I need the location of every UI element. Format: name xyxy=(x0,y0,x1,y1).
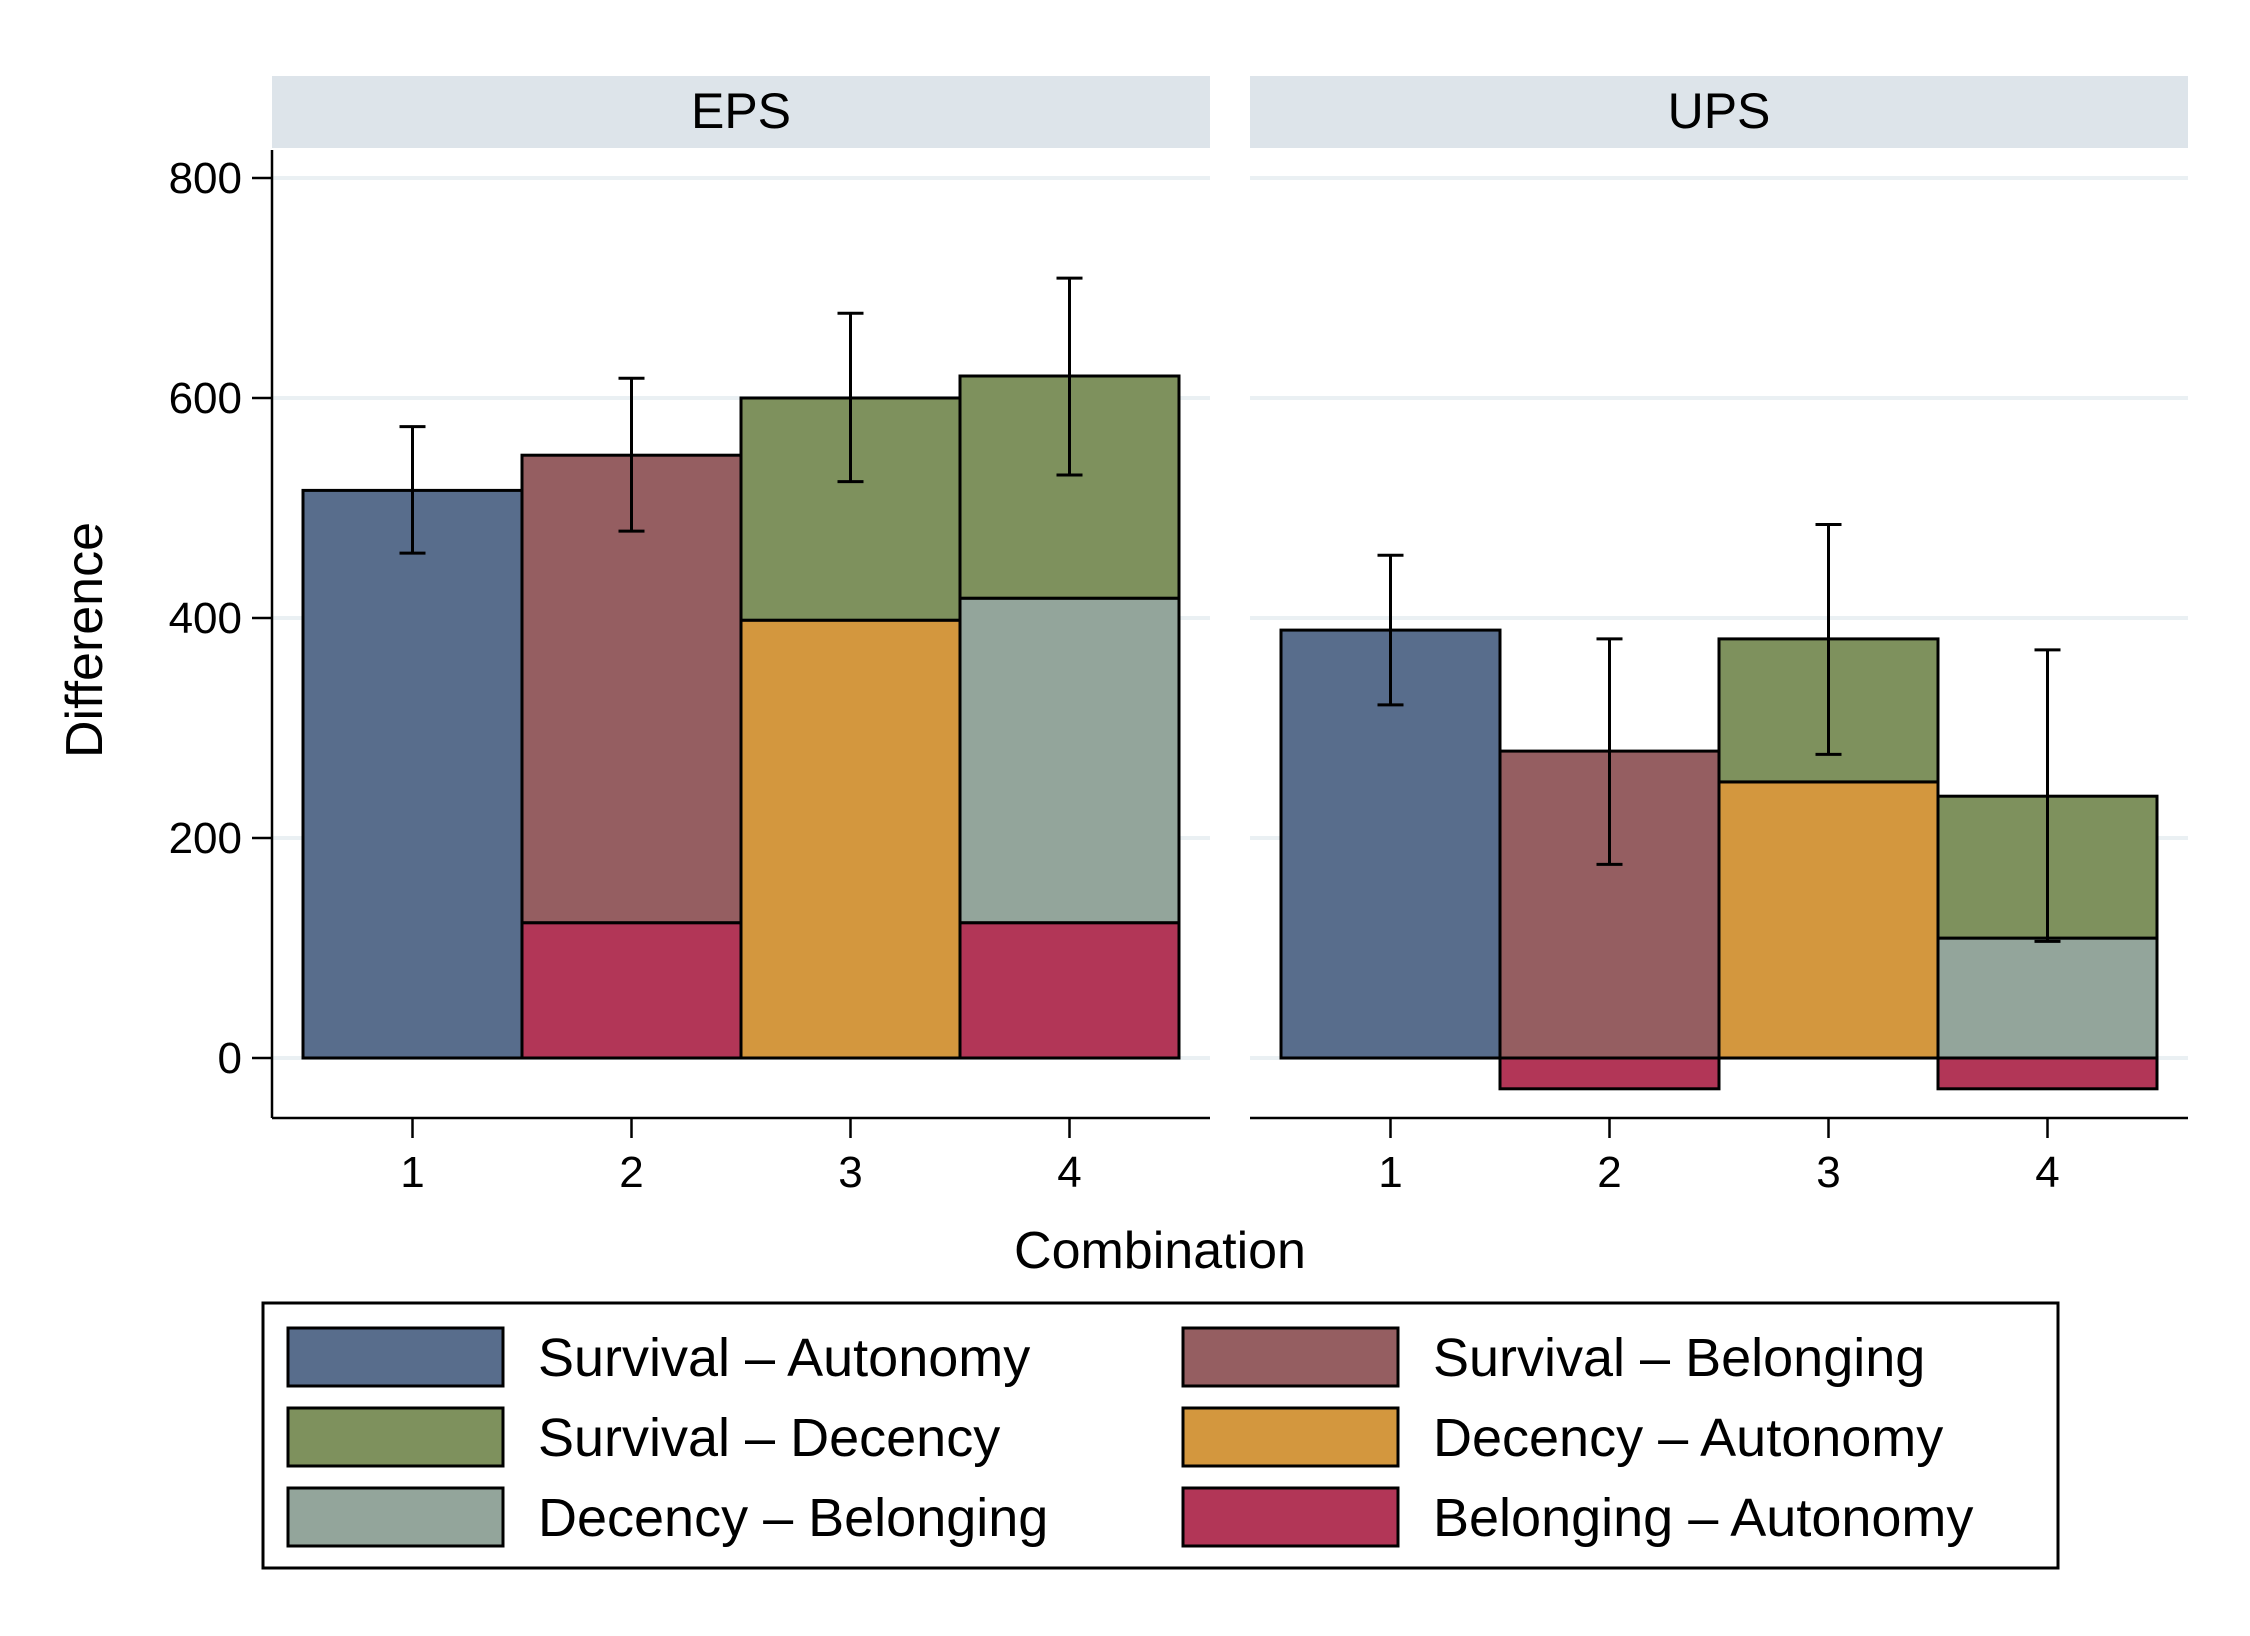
legend-item: Survival – Belonging xyxy=(1181,1326,1925,1388)
x-tick-label: 4 xyxy=(1057,1148,1081,1197)
bar-segment xyxy=(958,921,1181,1060)
y-tick-label: 400 xyxy=(169,594,242,643)
legend-swatch xyxy=(1181,1406,1400,1468)
bar-segment xyxy=(1717,780,1940,1060)
legend-item: Decency – Autonomy xyxy=(1181,1406,1943,1468)
x-tick-label: 1 xyxy=(1378,1148,1402,1197)
x-tick-label: 4 xyxy=(2035,1148,2059,1197)
x-tick-label: 3 xyxy=(838,1148,862,1197)
legend: Survival – Autonomy Survival – Belonging S… xyxy=(261,1301,2060,1570)
legend-swatch xyxy=(1181,1326,1400,1388)
bar-segment xyxy=(520,453,743,925)
y-tick-label: 0 xyxy=(218,1034,242,1083)
legend-swatch xyxy=(286,1486,505,1548)
y-tick-label: 200 xyxy=(169,814,242,863)
x-tick-label: 3 xyxy=(1816,1148,1840,1197)
legend-swatch xyxy=(286,1406,505,1468)
legend-label: Belonging – Autonomy xyxy=(1433,1488,1973,1548)
y-tick-label: 600 xyxy=(169,374,242,423)
bar-segment xyxy=(1498,1056,1721,1091)
panel-strip xyxy=(272,76,1210,148)
legend-label: Survival – Belonging xyxy=(1433,1328,1925,1388)
bar-segment xyxy=(1936,1056,2159,1091)
legend-label: Survival – Decency xyxy=(538,1408,1000,1468)
x-tick-label: 2 xyxy=(1597,1148,1621,1197)
x-tick-label: 2 xyxy=(619,1148,643,1197)
legend-item: Decency – Belonging xyxy=(286,1486,1048,1548)
bar-segment xyxy=(520,921,743,1060)
legend-item: Survival – Autonomy xyxy=(286,1326,1030,1388)
y-axis-title: Difference xyxy=(56,522,114,758)
legend-box xyxy=(261,1301,2060,1570)
x-tick-label: 1 xyxy=(400,1148,424,1197)
legend-item: Survival – Decency xyxy=(286,1406,1000,1468)
legend-swatch xyxy=(1181,1486,1400,1548)
panel-strip xyxy=(1250,76,2188,148)
x-axis-title: Combination xyxy=(1014,1222,1306,1280)
bar-segment xyxy=(739,618,962,1060)
legend-label: Survival – Autonomy xyxy=(538,1328,1030,1388)
legend-item: Belonging – Autonomy xyxy=(1181,1486,1973,1548)
legend-swatch xyxy=(286,1326,505,1388)
panels-layer: EPS 1 2 3 4 0 200 400 600 800 UPS 1 2 3 4 xyxy=(169,76,2188,1197)
legend-label: Decency – Belonging xyxy=(538,1488,1048,1548)
bar-segment xyxy=(301,488,524,1060)
y-tick-label: 800 xyxy=(169,154,242,203)
panel-ups: UPS 1 2 3 4 xyxy=(1250,76,2188,1197)
panel-title: EPS xyxy=(691,83,791,139)
legend-label: Decency – Autonomy xyxy=(1433,1408,1943,1468)
panel-eps: EPS 1 2 3 4 0 200 400 600 800 xyxy=(169,76,1210,1197)
bar-segment xyxy=(1936,936,2159,1060)
panel-title: UPS xyxy=(1668,83,1771,139)
bar-segment xyxy=(958,596,1181,925)
